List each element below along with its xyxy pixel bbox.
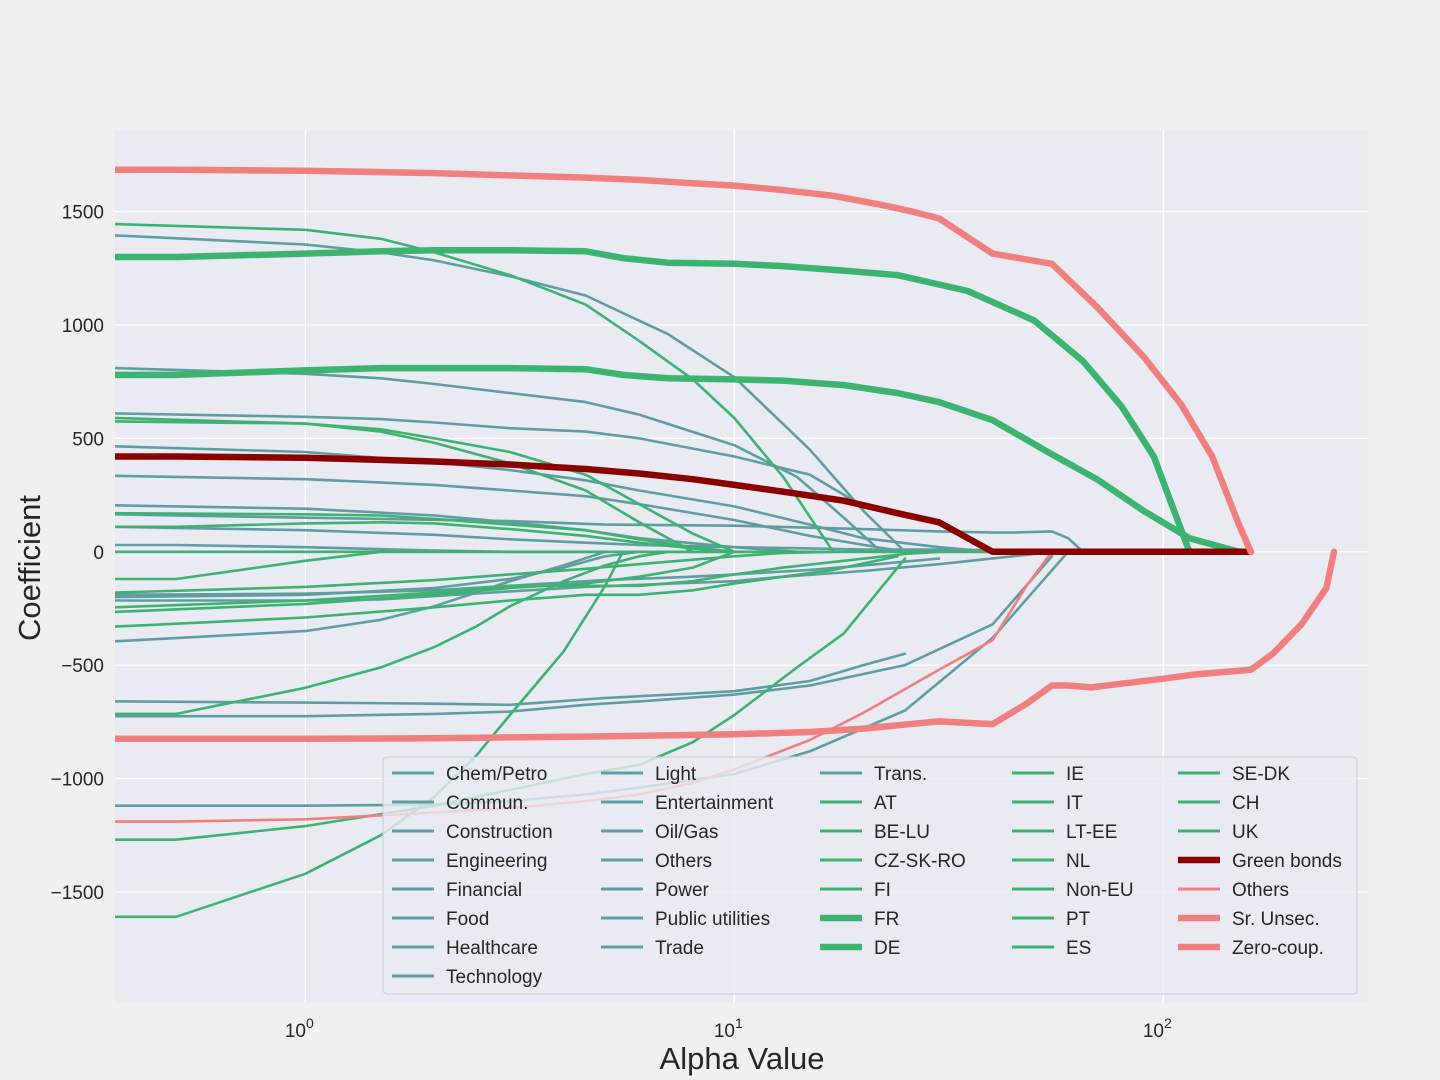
series-line	[115, 416, 695, 554]
series-line	[115, 474, 907, 554]
x-tick-label: 100	[285, 1015, 314, 1042]
legend-label: Commun.	[446, 793, 528, 814]
x-tick-label: 101	[714, 1015, 743, 1042]
series-line	[115, 166, 1255, 556]
legend-label: Others	[1232, 880, 1289, 901]
legend-label: Construction	[446, 822, 553, 843]
legend-label: UK	[1232, 822, 1259, 843]
legend-frame	[382, 756, 1358, 995]
legend-label: Others	[655, 851, 712, 872]
y-tick-label: −1000	[51, 770, 104, 791]
legend-label: BE-LU	[874, 822, 930, 843]
legend-label: Public utilities	[655, 909, 770, 930]
legend-label: Green bonds	[1232, 851, 1342, 872]
legend-label: Financial	[446, 880, 522, 901]
y-tick-label: 1500	[62, 203, 104, 224]
legend-label: PT	[1066, 909, 1091, 930]
legend-label: Sr. Unsec.	[1232, 909, 1320, 930]
legend-label: Entertainment	[655, 793, 774, 814]
legend-label: Engineering	[446, 851, 547, 872]
legend-label: FI	[874, 880, 891, 901]
legend-label: AT	[874, 793, 897, 814]
legend-label: CZ-SK-RO	[874, 851, 966, 872]
legend: Chem/Petro Commun. Construction Engineering…	[382, 756, 1358, 995]
legend-label: NL	[1066, 851, 1090, 872]
y-tick-label: 1000	[62, 316, 104, 337]
series-line	[115, 550, 670, 716]
series-line	[115, 652, 907, 707]
legend-label: Oil/Gas	[655, 822, 718, 843]
y-tick-labels: 1500 1000 500 0 −500 −1000 −1500	[51, 203, 104, 904]
legend-label: Trade	[655, 938, 704, 959]
series-line	[115, 554, 899, 628]
legend-label: SE-DK	[1232, 764, 1290, 785]
series-line	[115, 364, 1255, 556]
series-line	[115, 550, 941, 609]
legend-label: FR	[874, 909, 899, 930]
x-tick-label: 102	[1143, 1015, 1172, 1042]
y-tick-label: −500	[61, 656, 104, 677]
series-line	[115, 550, 736, 614]
legend-label: Trans.	[874, 764, 927, 785]
legend-label: Healthcare	[446, 938, 538, 959]
series-line	[115, 512, 1085, 554]
series-line	[115, 222, 835, 554]
series-line	[115, 412, 865, 508]
x-tick-labels: 100 101 102	[285, 1015, 1172, 1042]
legend-label: Food	[446, 909, 489, 930]
legend-label: Light	[655, 764, 697, 785]
legend-label: IE	[1066, 764, 1084, 785]
legend-label: ES	[1066, 938, 1091, 959]
series-line	[115, 554, 1054, 718]
y-tick-label: −1500	[51, 883, 104, 904]
legend-label: IT	[1066, 793, 1083, 814]
legend-label: LT-EE	[1066, 822, 1117, 843]
x-axis-title: Alpha Value	[660, 1041, 825, 1076]
y-axis-title: Coefficient	[12, 495, 47, 641]
series-line	[115, 246, 1193, 556]
series-line	[115, 366, 883, 554]
legend-label: Technology	[446, 967, 543, 988]
series-line	[115, 550, 835, 594]
series-lines	[115, 166, 1338, 919]
legend-label: Non-EU	[1066, 880, 1134, 901]
series-line	[115, 453, 1255, 556]
series-line	[115, 511, 736, 554]
legend-label: Chem/Petro	[446, 764, 547, 785]
y-tick-label: 0	[93, 543, 104, 564]
series-line	[115, 548, 1338, 743]
legend-label: Power	[655, 880, 710, 901]
y-tick-label: 500	[72, 429, 104, 450]
series-line	[115, 550, 607, 643]
legend-label: Zero-coup.	[1232, 938, 1324, 959]
legend-label: CH	[1232, 793, 1259, 814]
legend-label: DE	[874, 938, 900, 959]
